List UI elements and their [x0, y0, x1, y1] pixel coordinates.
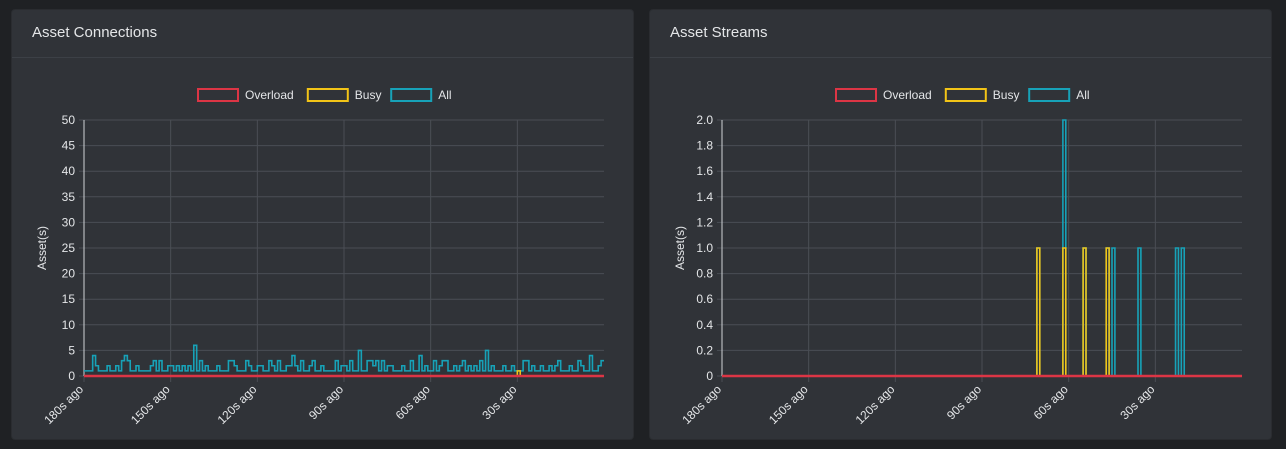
- y-tick-label: 30: [62, 215, 76, 229]
- panel-header: Asset Streams: [650, 10, 1271, 58]
- y-tick-label: 0.6: [696, 292, 713, 306]
- x-tick-label: 150s ago: [766, 382, 811, 427]
- legend-label: Busy: [355, 88, 382, 102]
- legend-item: Overload: [835, 88, 932, 102]
- y-tick-label: 50: [62, 113, 76, 127]
- y-tick-label: 0.8: [696, 267, 713, 281]
- y-tick-label: 40: [62, 164, 76, 178]
- panel-title: Asset Streams: [670, 24, 768, 41]
- y-tick-label: 10: [62, 318, 76, 332]
- panel-title: Asset Connections: [32, 24, 158, 41]
- y-tick-label: 1.6: [696, 164, 713, 178]
- y-tick-label: 0: [68, 369, 75, 383]
- y-axis-title: Asset(s): [673, 226, 687, 270]
- y-tick-label: 0.2: [696, 343, 713, 357]
- y-tick-label: 5: [68, 343, 75, 357]
- legend-item: Overload: [197, 88, 294, 102]
- y-tick-label: 2.0: [696, 113, 713, 127]
- asset-streams-panel: Asset Streams Overload Busy All 2.0 1.8 1.6 1.…: [650, 10, 1271, 439]
- legend-swatch: [306, 88, 349, 102]
- y-tick-label: 35: [62, 190, 76, 204]
- x-tick-label: 180s ago: [41, 382, 86, 427]
- series-line-all: [84, 344, 604, 372]
- y-tick-label: 0: [706, 369, 713, 383]
- legend-swatch: [390, 88, 433, 102]
- legend-label: Overload: [883, 88, 932, 102]
- x-tick-label: 120s ago: [215, 382, 260, 427]
- x-tick-label: 30s ago: [1117, 382, 1157, 422]
- legend-label: Overload: [245, 88, 294, 102]
- y-tick-label: 25: [62, 241, 76, 255]
- legend-label: All: [1076, 88, 1089, 102]
- y-tick-label: 1.2: [696, 215, 713, 229]
- legend-swatch: [835, 88, 877, 102]
- legend-label: All: [438, 88, 451, 102]
- legend-item: All: [1028, 88, 1090, 102]
- panel-header: Asset Connections: [12, 10, 633, 58]
- y-tick-label: 1.8: [696, 139, 713, 153]
- y-axis-title: Asset(s): [35, 226, 49, 270]
- x-tick-label: 180s ago: [679, 382, 724, 427]
- legend-swatch: [1028, 88, 1071, 102]
- legend-label: Busy: [993, 88, 1020, 102]
- x-tick-label: 30s ago: [479, 382, 519, 422]
- legend-swatch: [944, 88, 987, 102]
- x-tick-label: 90s ago: [306, 382, 346, 422]
- y-tick-label: 1.4: [696, 190, 713, 204]
- y-tick-label: 20: [62, 267, 76, 281]
- legend-item: Busy: [944, 88, 1020, 102]
- x-tick-label: 60s ago: [393, 382, 433, 422]
- asset-connections-panel: Asset Connections Overload Busy All 50 45 40 3…: [12, 10, 633, 439]
- x-tick-label: 150s ago: [128, 382, 173, 427]
- legend-item: Busy: [306, 88, 382, 102]
- x-tick-label: 120s ago: [853, 382, 898, 427]
- asset-streams-chart: Overload Busy All 2.0 1.8 1.6 1.4 1.2 1.0 0.8 0.6 0…: [673, 88, 1242, 427]
- y-tick-label: 45: [62, 139, 76, 153]
- asset-connections-chart: Overload Busy All50454035302520151050180s …: [35, 88, 604, 427]
- legend-item: All: [390, 88, 452, 102]
- y-tick-label: 15: [62, 292, 76, 306]
- y-tick-label: 1.0: [696, 241, 713, 255]
- y-tick-label: 0.4: [696, 318, 713, 332]
- x-tick-label: 90s ago: [944, 382, 984, 422]
- x-tick-label: 60s ago: [1031, 382, 1071, 422]
- legend-swatch: [197, 88, 239, 102]
